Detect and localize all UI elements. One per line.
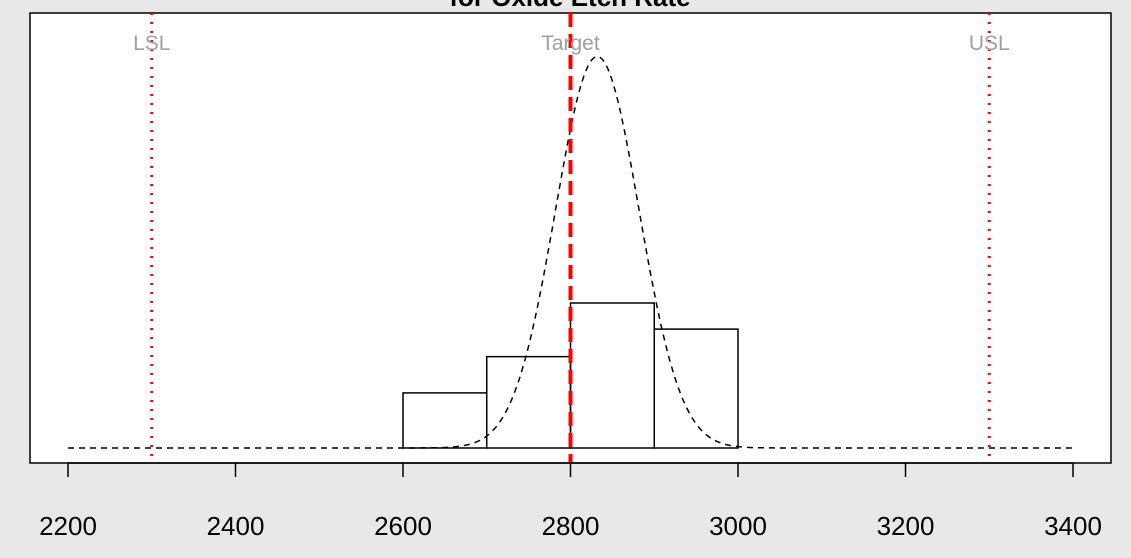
reference-lines: LSL Target USL xyxy=(133,13,1010,463)
x-tick-label: 3000 xyxy=(709,511,767,541)
reference-label-usl: USL xyxy=(969,32,1010,55)
reference-label-target: Target xyxy=(541,32,600,55)
x-tick-label: 2400 xyxy=(207,511,265,541)
x-tick-label: 2600 xyxy=(374,511,432,541)
histogram-bar xyxy=(653,328,739,449)
x-tick-label: 2800 xyxy=(542,511,600,541)
x-tick-label: 3400 xyxy=(1044,511,1102,541)
chart-title: for Oxide Etch Rate xyxy=(449,0,690,12)
reference-label-lsl: LSL xyxy=(133,32,170,55)
x-tick-label: 3200 xyxy=(877,511,935,541)
x-axis: 2200 2400 2600 2800 3000 3200 3400 xyxy=(39,462,1102,541)
x-tick-label: 2200 xyxy=(39,511,97,541)
